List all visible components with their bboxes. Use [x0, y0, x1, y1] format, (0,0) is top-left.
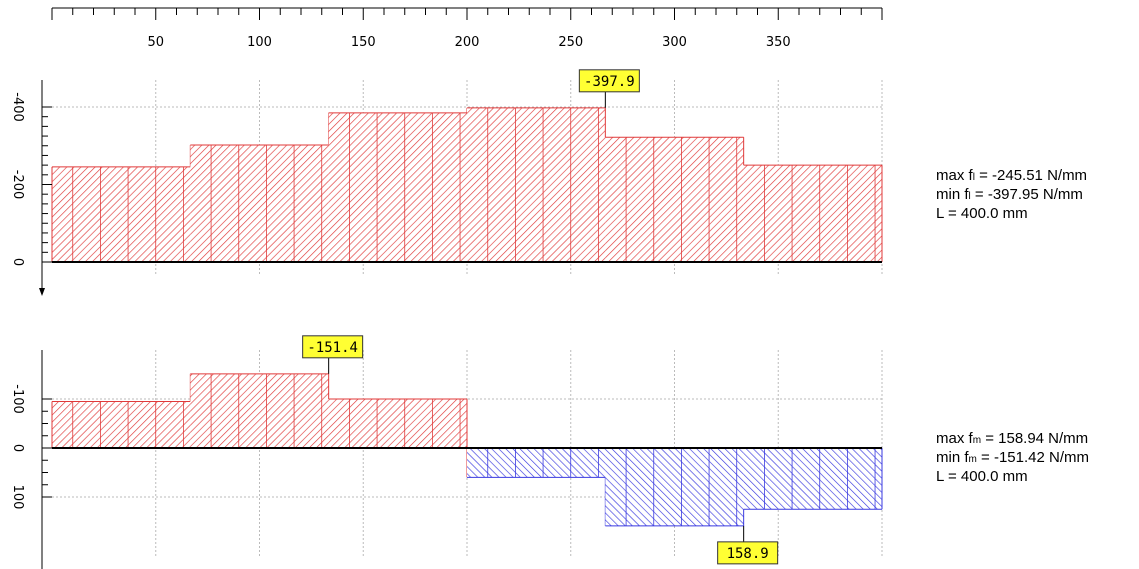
x-tick-label: 300: [662, 35, 687, 50]
force-segment-f_l-6: [743, 165, 882, 262]
y-tick-label: 0: [10, 258, 25, 266]
x-tick-label: 350: [766, 35, 791, 50]
callout-label: -397.9: [584, 74, 635, 90]
force-segment-f_l-3: [328, 112, 467, 262]
info-length-fl: L = 400.0 mm: [936, 205, 1028, 222]
force-segment-f_l-4: [467, 107, 606, 262]
force-segment-f_l-1: [52, 166, 191, 262]
callout-box: [717, 541, 779, 565]
force-segment-f_l-2: [190, 144, 329, 262]
info-length-fm: L = 400.0 mm: [936, 468, 1028, 485]
force-segment-f_m-4: [467, 448, 606, 478]
axes-layer: [39, 7, 883, 569]
y-tick-label: 100: [10, 485, 25, 510]
force-segment-f_m-1: [52, 401, 191, 448]
x-tick-label: 50: [147, 35, 164, 50]
y-tick-label: -100: [10, 384, 25, 414]
y-tick-label: -400: [10, 92, 25, 122]
callout-box: [578, 69, 640, 93]
x-tick-label: 150: [351, 35, 376, 50]
x-tick-label: 200: [455, 35, 480, 50]
x-tick-label: 100: [247, 35, 272, 50]
info-min-fl: min fl = -397.95 N/mm: [936, 186, 1083, 203]
marks-layer: [51, 107, 883, 527]
labels-layer: 50 100 150 200 250 300 350 -400 -200 0 -397.9 -100 0…: [10, 35, 791, 565]
info-min-fm: min fm = -151.42 N/mm: [936, 449, 1089, 466]
callout-label: 158.9: [727, 546, 769, 562]
y-tick-label: -200: [10, 170, 25, 200]
force-segment-f_m-6: [743, 448, 882, 510]
force-segment-f_l-5: [605, 137, 744, 262]
info-panel-fl: max fl = -245.51 N/mm min fl = -397.95 N…: [936, 167, 1087, 222]
y-axis-arrow-f_l: [39, 288, 45, 296]
x-tick-label: 250: [558, 35, 583, 50]
callout-box: [302, 335, 364, 359]
info-panel-fm: max fm = 158.94 N/mm min fm = -151.42 N/…: [936, 430, 1089, 485]
info-max-fm: max fm = 158.94 N/mm: [936, 430, 1089, 447]
force-segment-f_m-5: [605, 448, 744, 526]
info-max-fl: max fl = -245.51 N/mm: [936, 167, 1088, 184]
force-segment-f_m-3: [328, 399, 467, 448]
force-segment-f_m-2: [190, 373, 329, 448]
callout-label: -151.4: [307, 340, 358, 356]
y-tick-label: 0: [10, 444, 25, 452]
